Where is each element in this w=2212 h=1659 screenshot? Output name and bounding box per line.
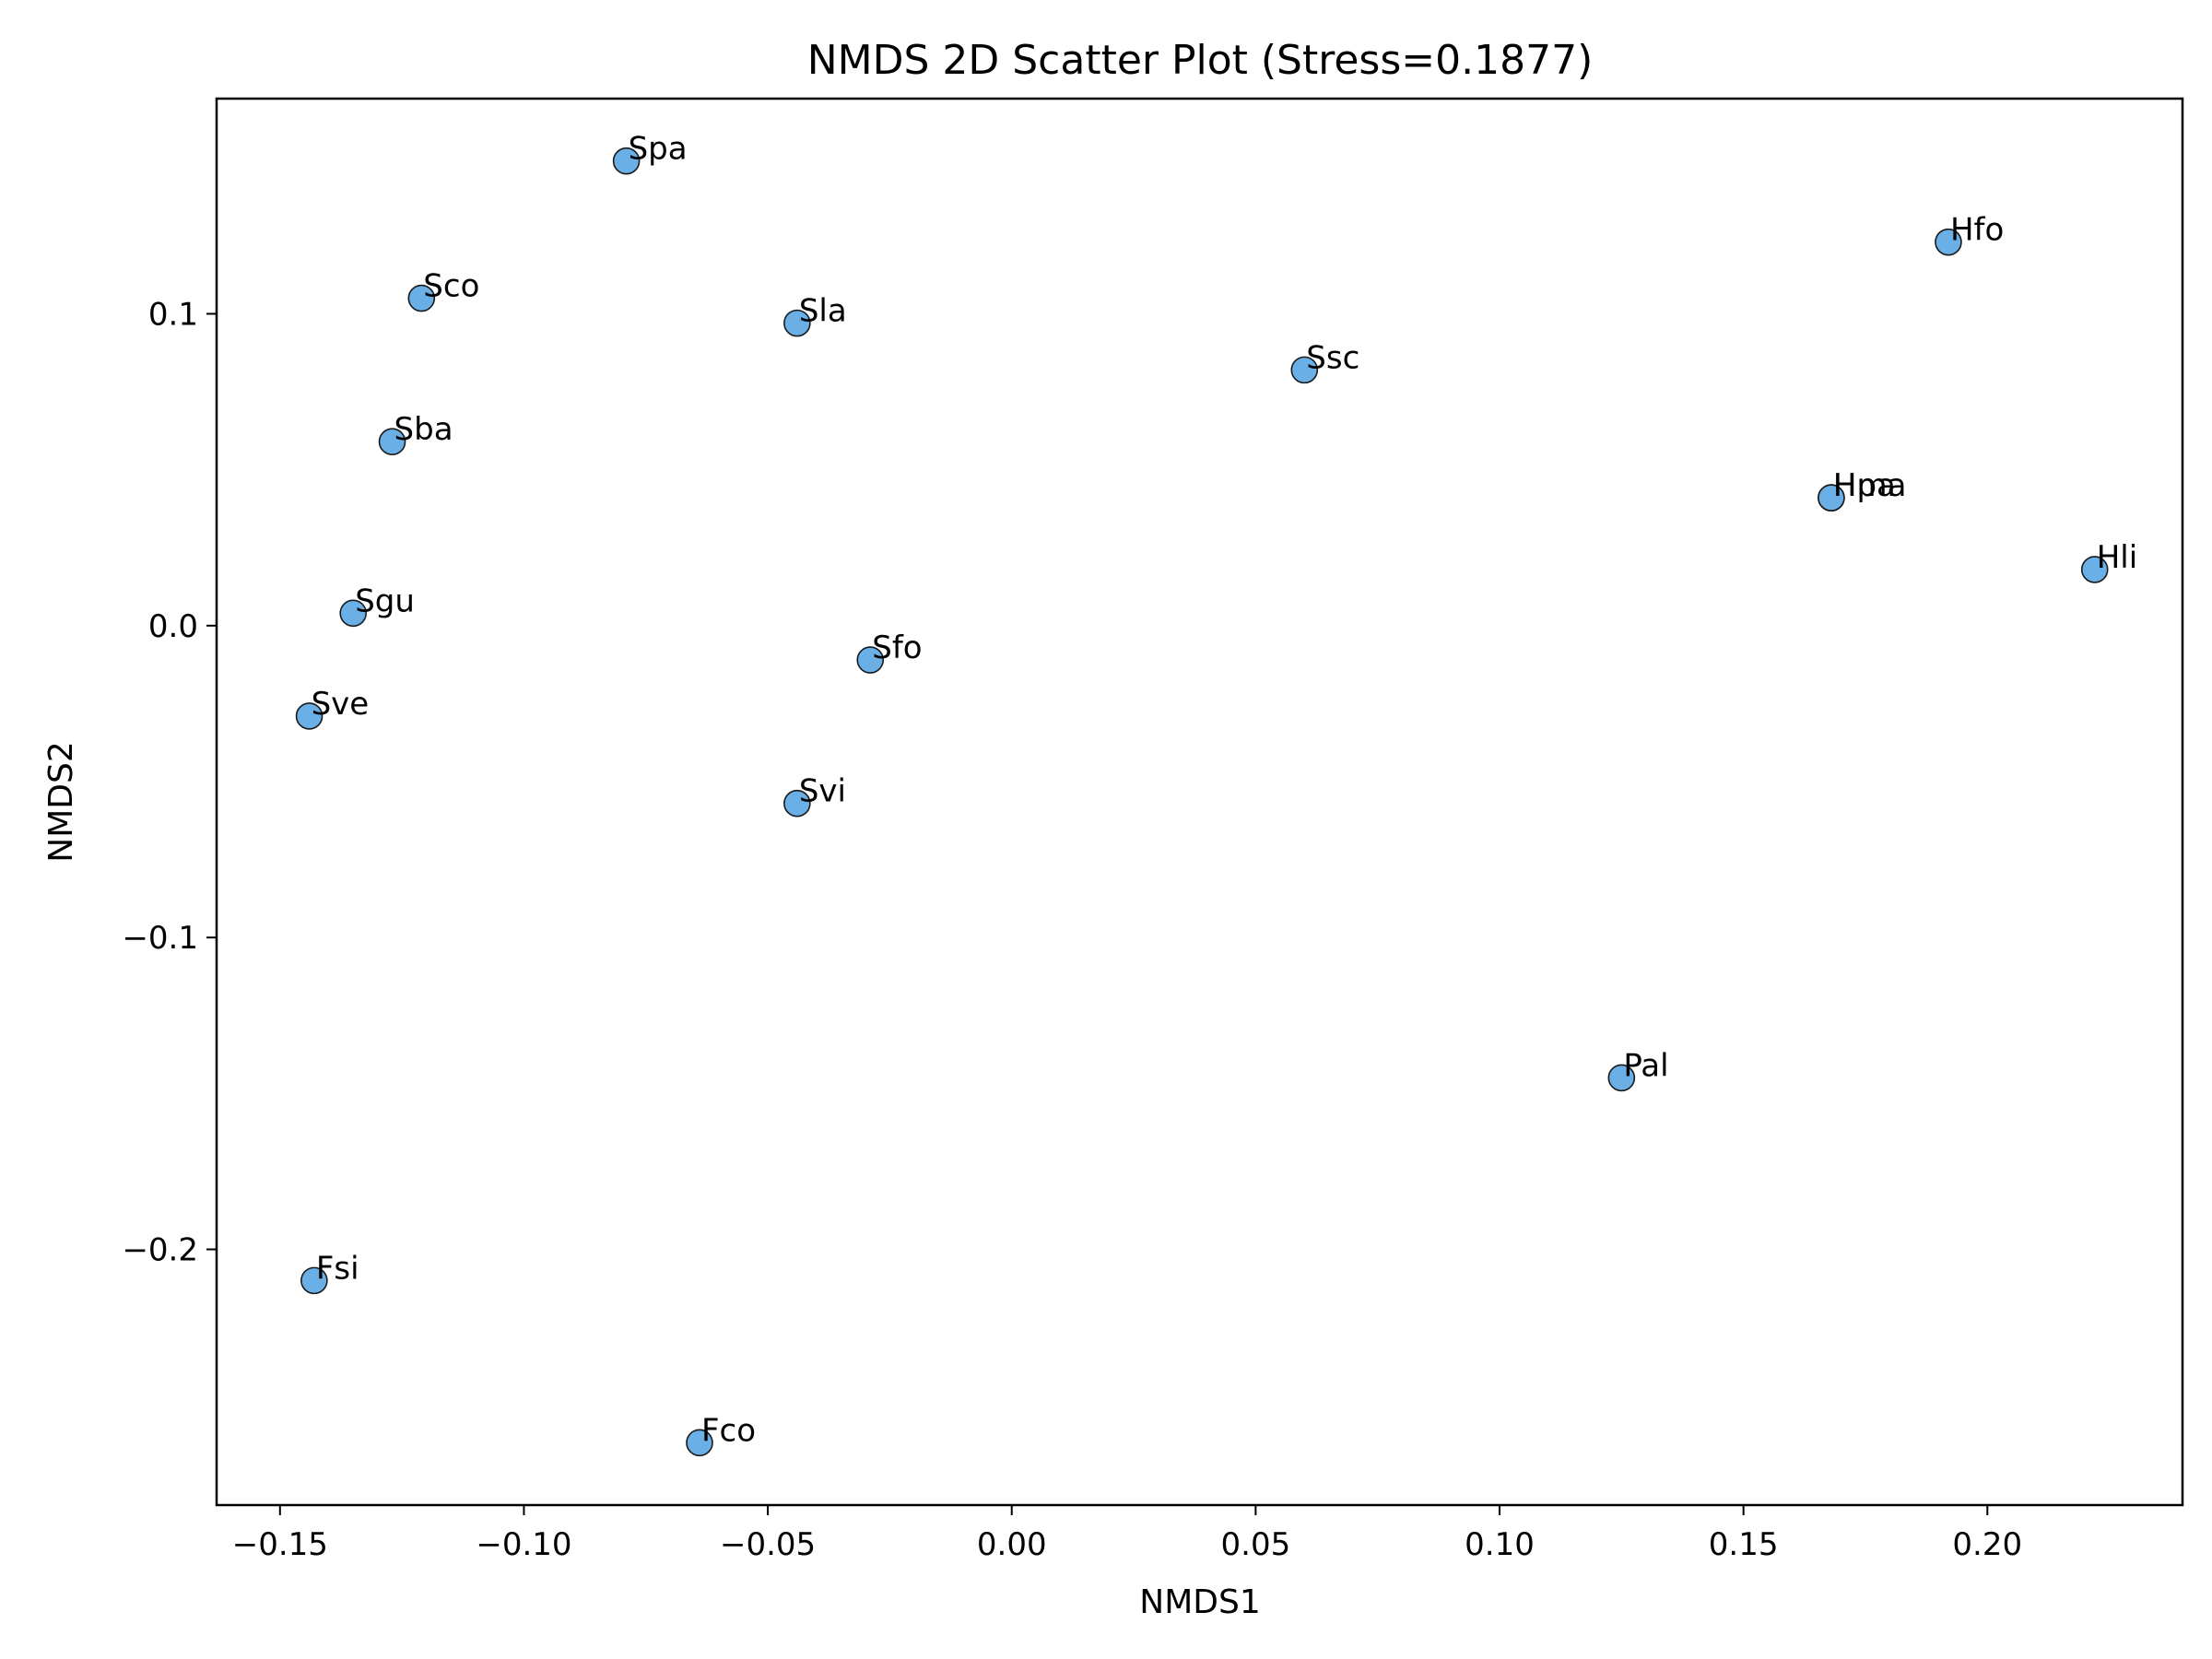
x-axis-label: NMDS1 [1139,1583,1260,1621]
point-label: Hli [2097,539,2137,576]
data-point [1290,356,1319,384]
x-tick-label: −0.10 [476,1526,571,1563]
x-tick-label: 0.00 [977,1526,1047,1563]
data-point [378,428,406,455]
data-point [612,147,641,175]
y-tick-label: 0.1 [148,296,198,333]
point-label: Sla [799,293,847,330]
data-point [1818,484,1845,512]
data-point [2080,556,2109,583]
x-tick-label: −0.15 [232,1526,328,1563]
data-point [783,309,811,337]
x-tick-label: −0.05 [720,1526,816,1563]
point-label: Hfo [1950,212,2004,249]
data-point [1607,1064,1636,1092]
point-label: Spa [629,131,688,168]
data-point [295,702,324,730]
point-label: Fco [701,1412,756,1449]
x-tick-label: 0.10 [1465,1526,1535,1563]
plot-frame [215,97,2184,1507]
point-label: Sba [394,411,453,448]
point-label: Sco [423,268,479,305]
chart-title: NMDS 2D Scatter Plot (Stress=0.1877) [807,37,1594,84]
point-label: Ssc [1306,339,1359,376]
x-tick-label: 0.20 [1952,1526,2022,1563]
data-point [686,1429,713,1457]
ticks-layer: −0.15 −0.10 −0.05 0.00 0.05 0.10 0.15 0.20 −0.2 −… [122,296,2022,1563]
point-label: Sfo [872,629,922,666]
point-label: Svi [799,773,846,810]
data-point [300,1266,328,1295]
y-axis-label: NMDS2 [42,741,80,862]
point-label: Hma [1833,467,1907,504]
point-label: Sgu [355,582,415,619]
y-tick-label: −0.1 [122,920,198,957]
point-label: Sve [312,686,370,723]
data-point [783,789,811,818]
point-label: Fsi [316,1250,359,1287]
data-point [339,599,367,628]
point-label: Pal [1623,1047,1668,1084]
data-point [1935,228,1962,256]
y-tick-label: 0.0 [148,608,198,645]
x-tick-label: 0.05 [1221,1526,1291,1563]
data-point [407,284,436,312]
y-tick-label: −0.2 [122,1232,198,1269]
point-label: Hpa [1833,467,1896,504]
x-tick-label: 0.15 [1709,1526,1779,1563]
data-point [856,646,885,674]
